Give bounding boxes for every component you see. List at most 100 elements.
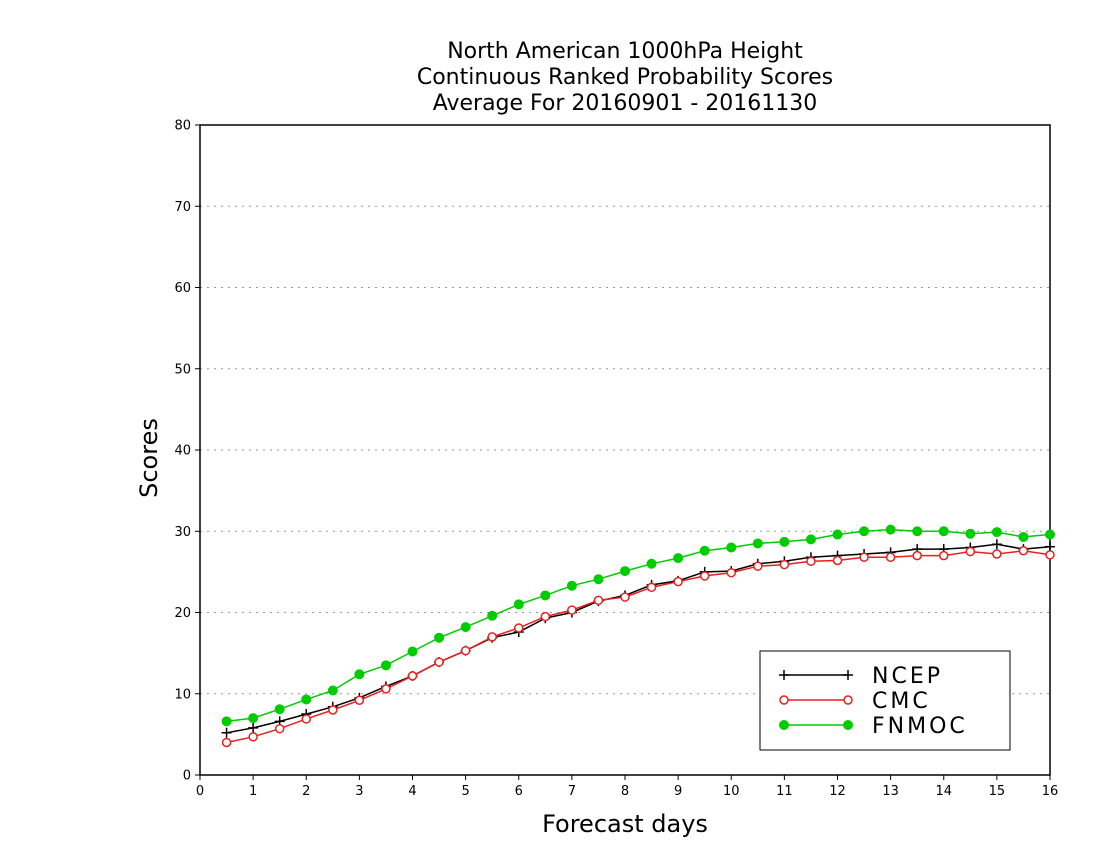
data-point-fnmoc [221,716,232,727]
data-point-ncep [991,539,1002,550]
y-tick-label: 0 [183,769,191,784]
data-point-cmc [407,671,418,681]
data-point-fnmoc [487,610,498,621]
data-point-fnmoc [248,713,259,724]
y-tick-label: 30 [174,525,191,540]
data-point-fnmoc [912,526,923,537]
data-point-fnmoc [380,660,391,671]
data-point-cmc [1045,550,1055,560]
x-tick-label: 0 [196,784,204,799]
data-point-cmc [487,632,497,642]
x-tick-label: 12 [829,784,846,799]
data-point-cmc [699,571,710,581]
x-tick-label: 9 [674,784,682,799]
x-tick-label: 4 [408,784,416,799]
x-tick-label: 13 [882,784,899,799]
x-axis-label: Forecast days [542,810,708,838]
data-point-fnmoc [938,526,949,537]
y-tick-label: 70 [174,200,191,215]
chart-title: North American 1000hPa HeightContinuous … [417,39,833,116]
x-tick-label: 3 [355,784,363,799]
data-point-fnmoc [779,536,790,547]
x-tick-label: 8 [621,784,629,799]
data-point-fnmoc [885,524,896,535]
x-tick-label: 5 [461,784,469,799]
y-gridlines [200,205,1050,695]
data-point-fnmoc [1018,531,1029,542]
legend-marker [779,720,789,730]
y-axis-label: Scores [135,418,163,498]
data-point-cmc [806,556,816,567]
data-point-fnmoc [407,646,418,657]
data-point-cmc [567,605,577,615]
data-point-fnmoc [354,669,365,680]
x-tick-label: 7 [568,784,576,799]
data-point-fnmoc [1045,529,1055,540]
data-point-cmc [221,737,232,748]
data-point-cmc [779,559,790,570]
y-tick-label: 20 [174,606,191,621]
data-point-cmc [593,595,604,606]
data-point-fnmoc [274,704,285,715]
series-cmc [221,546,1055,748]
x-tick-label: 2 [302,784,310,799]
legend-label: NCEP [872,664,943,689]
legend-marker [843,695,853,705]
series-fnmoc [221,524,1055,727]
legend-label: CMC [872,689,931,714]
x-tick-label: 10 [723,784,740,799]
data-point-cmc [274,723,285,734]
chart-title-line: North American 1000hPa Height [447,39,803,64]
y-tick-label: 80 [174,119,191,134]
x-tick-label: 11 [776,784,793,799]
data-point-ncep [221,727,232,738]
data-point-fnmoc [620,566,630,577]
data-point-fnmoc [726,542,737,553]
data-point-cmc [965,546,976,557]
y-tick-label: 40 [174,444,191,459]
data-point-fnmoc [752,538,763,549]
legend-marker [843,670,853,680]
data-point-fnmoc [673,553,684,564]
y-tick-label: 50 [174,362,191,377]
data-point-fnmoc [460,622,471,633]
data-point-ncep [248,722,259,733]
legend-entry-cmc: CMC [779,689,931,714]
data-point-cmc [328,705,338,715]
data-point-fnmoc [301,694,312,705]
data-point-cmc [460,645,471,656]
x-tick-label: 15 [989,784,1006,799]
data-point-fnmoc [513,599,524,610]
data-point-cmc [939,550,949,561]
data-point-cmc [753,561,763,571]
data-point-cmc [726,567,736,578]
data-point-fnmoc [540,590,551,601]
legend-entry-fnmoc: FNMOC [779,714,965,739]
data-point-cmc [301,714,311,724]
data-point-fnmoc [327,685,338,696]
legend-marker [779,670,789,680]
x-tick-label: 16 [1042,784,1059,799]
data-point-fnmoc [991,527,1002,538]
data-point-cmc [514,623,524,633]
data-point-cmc [540,611,551,622]
data-point-cmc [381,684,391,694]
data-point-cmc [248,732,258,742]
data-point-fnmoc [646,558,657,569]
data-point-cmc [1018,546,1029,556]
data-point-cmc [885,552,896,562]
data-point-cmc [992,549,1002,559]
data-series [221,524,1055,748]
chart-title-line: Average For 20160901 - 20161130 [433,91,818,116]
data-point-cmc [434,657,444,667]
x-tick-label: 6 [515,784,523,799]
x-axis: 0 1 2 3 4 5 6 7 8 9 10 11 12 13 14 15 16 [196,775,1058,799]
data-point-fnmoc [434,632,445,643]
data-point-cmc [912,550,922,561]
x-tick-label: 1 [249,784,257,799]
data-point-fnmoc [805,534,816,545]
y-tick-label: 10 [174,687,191,702]
data-point-cmc [673,576,683,587]
